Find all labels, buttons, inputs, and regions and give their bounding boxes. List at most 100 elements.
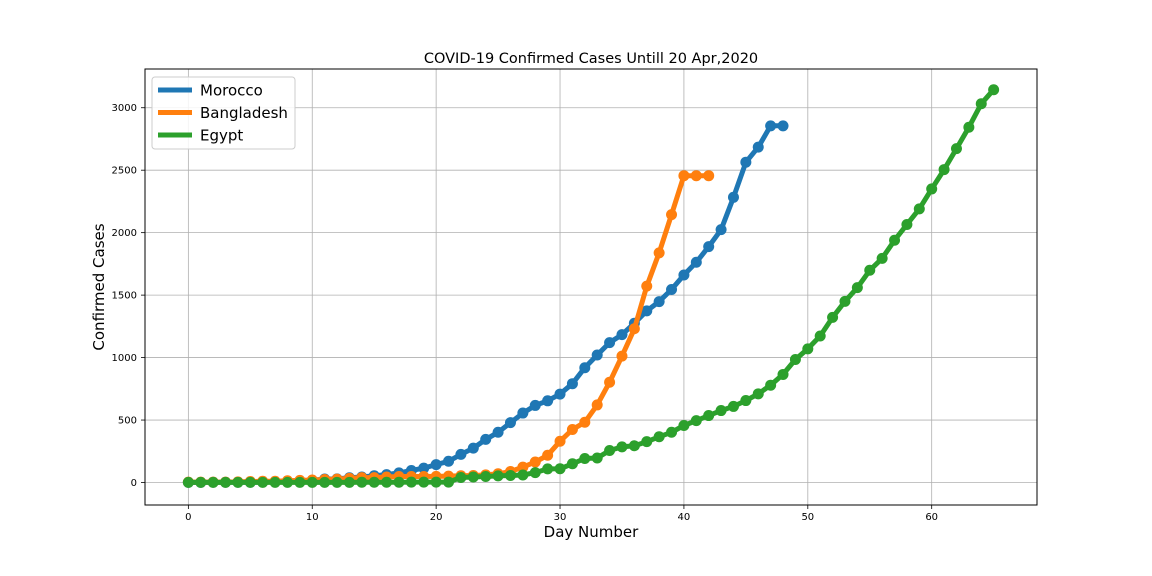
data-point bbox=[443, 476, 455, 488]
data-point bbox=[517, 469, 529, 481]
data-point bbox=[542, 395, 554, 407]
data-point bbox=[988, 84, 1000, 96]
y-tick-label: 2500 bbox=[112, 166, 137, 177]
data-point bbox=[938, 164, 950, 176]
data-point bbox=[195, 476, 207, 488]
plot-frame bbox=[144, 68, 1038, 506]
data-point bbox=[591, 452, 603, 464]
y-tick-label: 1000 bbox=[112, 353, 137, 364]
data-point bbox=[727, 191, 739, 203]
data-point bbox=[517, 407, 529, 419]
data-point bbox=[343, 476, 355, 488]
data-point bbox=[839, 295, 851, 307]
x-tick-label: 40 bbox=[678, 512, 691, 523]
data-point bbox=[591, 349, 603, 361]
data-point bbox=[331, 476, 343, 488]
data-point bbox=[901, 219, 913, 231]
data-point bbox=[666, 426, 678, 438]
data-point bbox=[666, 209, 678, 221]
x-tick-label: 50 bbox=[801, 512, 814, 523]
data-point bbox=[566, 458, 578, 470]
chart-title: COVID-19 Confirmed Cases Untill 20 Apr,2… bbox=[424, 51, 758, 67]
data-point bbox=[777, 120, 789, 132]
data-point bbox=[517, 461, 529, 473]
data-point bbox=[913, 203, 925, 215]
data-point bbox=[889, 234, 901, 246]
y-tick-label: 1500 bbox=[112, 291, 137, 302]
data-point bbox=[703, 241, 715, 253]
x-tick-label: 0 bbox=[185, 512, 191, 523]
data-point bbox=[653, 247, 665, 259]
data-point bbox=[306, 476, 318, 488]
data-point bbox=[641, 280, 653, 292]
data-point bbox=[220, 476, 232, 488]
data-point bbox=[579, 362, 591, 374]
data-point bbox=[467, 442, 479, 454]
y-axis-label: Confirmed Cases bbox=[90, 223, 108, 350]
data-point bbox=[504, 470, 516, 482]
data-point bbox=[864, 264, 876, 276]
data-point bbox=[827, 311, 839, 323]
data-point bbox=[814, 330, 826, 342]
data-point bbox=[604, 445, 616, 457]
data-point bbox=[690, 256, 702, 268]
legend-label: Morocco bbox=[200, 82, 263, 100]
data-point bbox=[727, 400, 739, 412]
legend-box bbox=[151, 76, 296, 150]
data-point bbox=[430, 459, 442, 471]
data-point bbox=[690, 415, 702, 427]
data-point bbox=[740, 395, 752, 407]
data-point bbox=[579, 453, 591, 465]
data-point bbox=[455, 472, 467, 484]
y-tick-label: 3000 bbox=[112, 103, 137, 114]
data-point bbox=[430, 476, 442, 488]
data-point bbox=[628, 440, 640, 452]
data-point bbox=[765, 379, 777, 391]
data-point bbox=[802, 343, 814, 355]
data-point bbox=[368, 476, 380, 488]
legend-label: Egypt bbox=[200, 127, 243, 145]
data-point bbox=[715, 405, 727, 417]
data-point bbox=[641, 305, 653, 317]
data-point bbox=[529, 456, 541, 468]
x-tick-label: 20 bbox=[430, 512, 443, 523]
data-point bbox=[653, 296, 665, 308]
legend: Morocco Bangladesh Egypt bbox=[151, 76, 296, 150]
data-point bbox=[418, 476, 430, 488]
data-point bbox=[492, 470, 504, 482]
data-point bbox=[182, 476, 194, 488]
data-point bbox=[703, 410, 715, 422]
data-point bbox=[504, 417, 516, 429]
data-point bbox=[542, 449, 554, 461]
data-point bbox=[690, 170, 702, 182]
data-point bbox=[269, 476, 281, 488]
data-point bbox=[963, 121, 975, 133]
data-point bbox=[604, 337, 616, 349]
data-point bbox=[319, 476, 331, 488]
data-point bbox=[529, 467, 541, 479]
data-point bbox=[232, 476, 244, 488]
data-point bbox=[641, 436, 653, 448]
data-point bbox=[455, 448, 467, 460]
data-point bbox=[393, 476, 405, 488]
grid bbox=[145, 69, 1037, 505]
data-point bbox=[405, 476, 417, 488]
data-point bbox=[529, 399, 541, 411]
data-point bbox=[666, 283, 678, 295]
data-point bbox=[381, 476, 393, 488]
data-point bbox=[678, 420, 690, 432]
y-tick-label: 0 bbox=[131, 478, 137, 489]
data-point bbox=[950, 143, 962, 155]
y-tick-label: 2000 bbox=[112, 228, 137, 239]
data-point bbox=[554, 463, 566, 475]
data-point bbox=[244, 476, 256, 488]
data-point bbox=[480, 471, 492, 483]
data-point bbox=[566, 378, 578, 390]
data-point bbox=[777, 368, 789, 380]
data-point bbox=[443, 455, 455, 467]
data-point bbox=[554, 435, 566, 447]
legend-label: Bangladesh bbox=[200, 104, 288, 122]
data-point bbox=[566, 424, 578, 436]
data-point bbox=[480, 433, 492, 445]
data-point bbox=[628, 323, 640, 335]
